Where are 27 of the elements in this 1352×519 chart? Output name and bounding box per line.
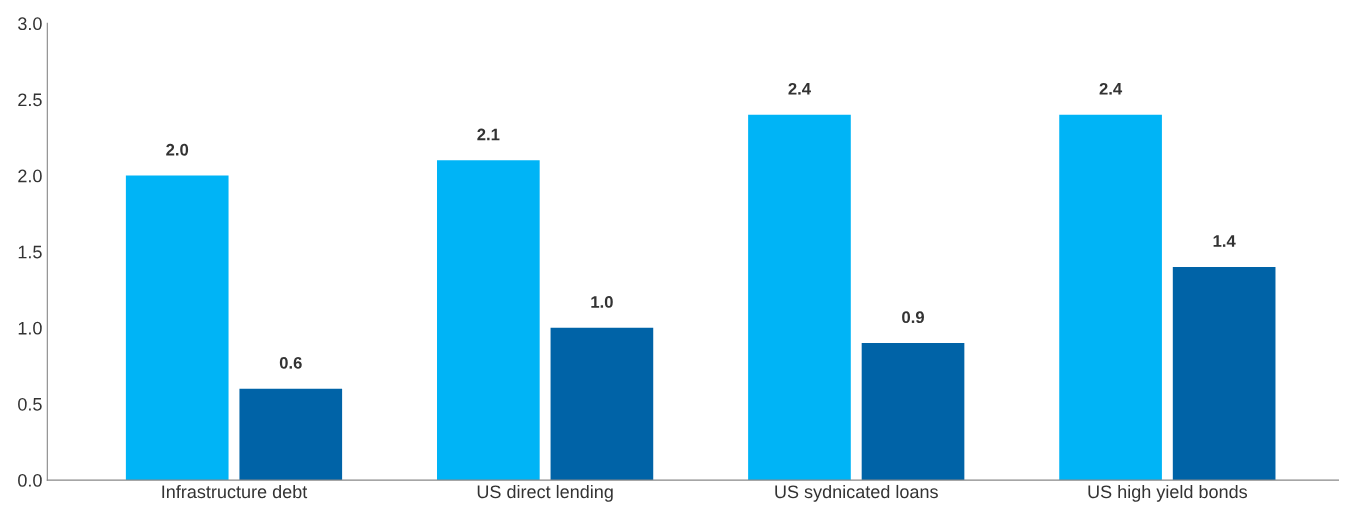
bar <box>861 343 965 481</box>
y-tick-label: 2.0 <box>18 169 42 183</box>
x-tick-label: Infrastructure debt <box>162 484 308 499</box>
x-tick-label: US high yield bonds <box>1088 484 1248 502</box>
data-label: 0.6 <box>279 356 302 369</box>
bar <box>239 388 343 481</box>
data-label: 2.1 <box>477 128 500 141</box>
y-tick-label: 1.5 <box>18 245 42 259</box>
bar <box>550 327 654 481</box>
y-tick-label: 0.0 <box>18 474 42 487</box>
x-tick-label: US sydnicated loans <box>775 484 938 502</box>
y-tick-label: 2.5 <box>18 93 42 107</box>
x-tick-label: US direct lending <box>477 484 613 502</box>
bar <box>437 160 540 481</box>
y-tick-label: 3.0 <box>18 17 42 31</box>
data-label: 2.0 <box>166 143 189 156</box>
data-label: 1.4 <box>1213 235 1236 247</box>
bar <box>1172 266 1276 481</box>
data-label: 2.4 <box>788 82 811 95</box>
y-tick-label: 1.0 <box>18 321 42 335</box>
bar <box>748 114 851 481</box>
data-label: 1.0 <box>591 296 613 308</box>
bar <box>1059 114 1162 481</box>
data-label: 2.4 <box>1099 82 1123 95</box>
y-tick-label: 0.5 <box>18 397 42 411</box>
data-label: 0.9 <box>902 311 924 324</box>
bar <box>125 175 229 481</box>
